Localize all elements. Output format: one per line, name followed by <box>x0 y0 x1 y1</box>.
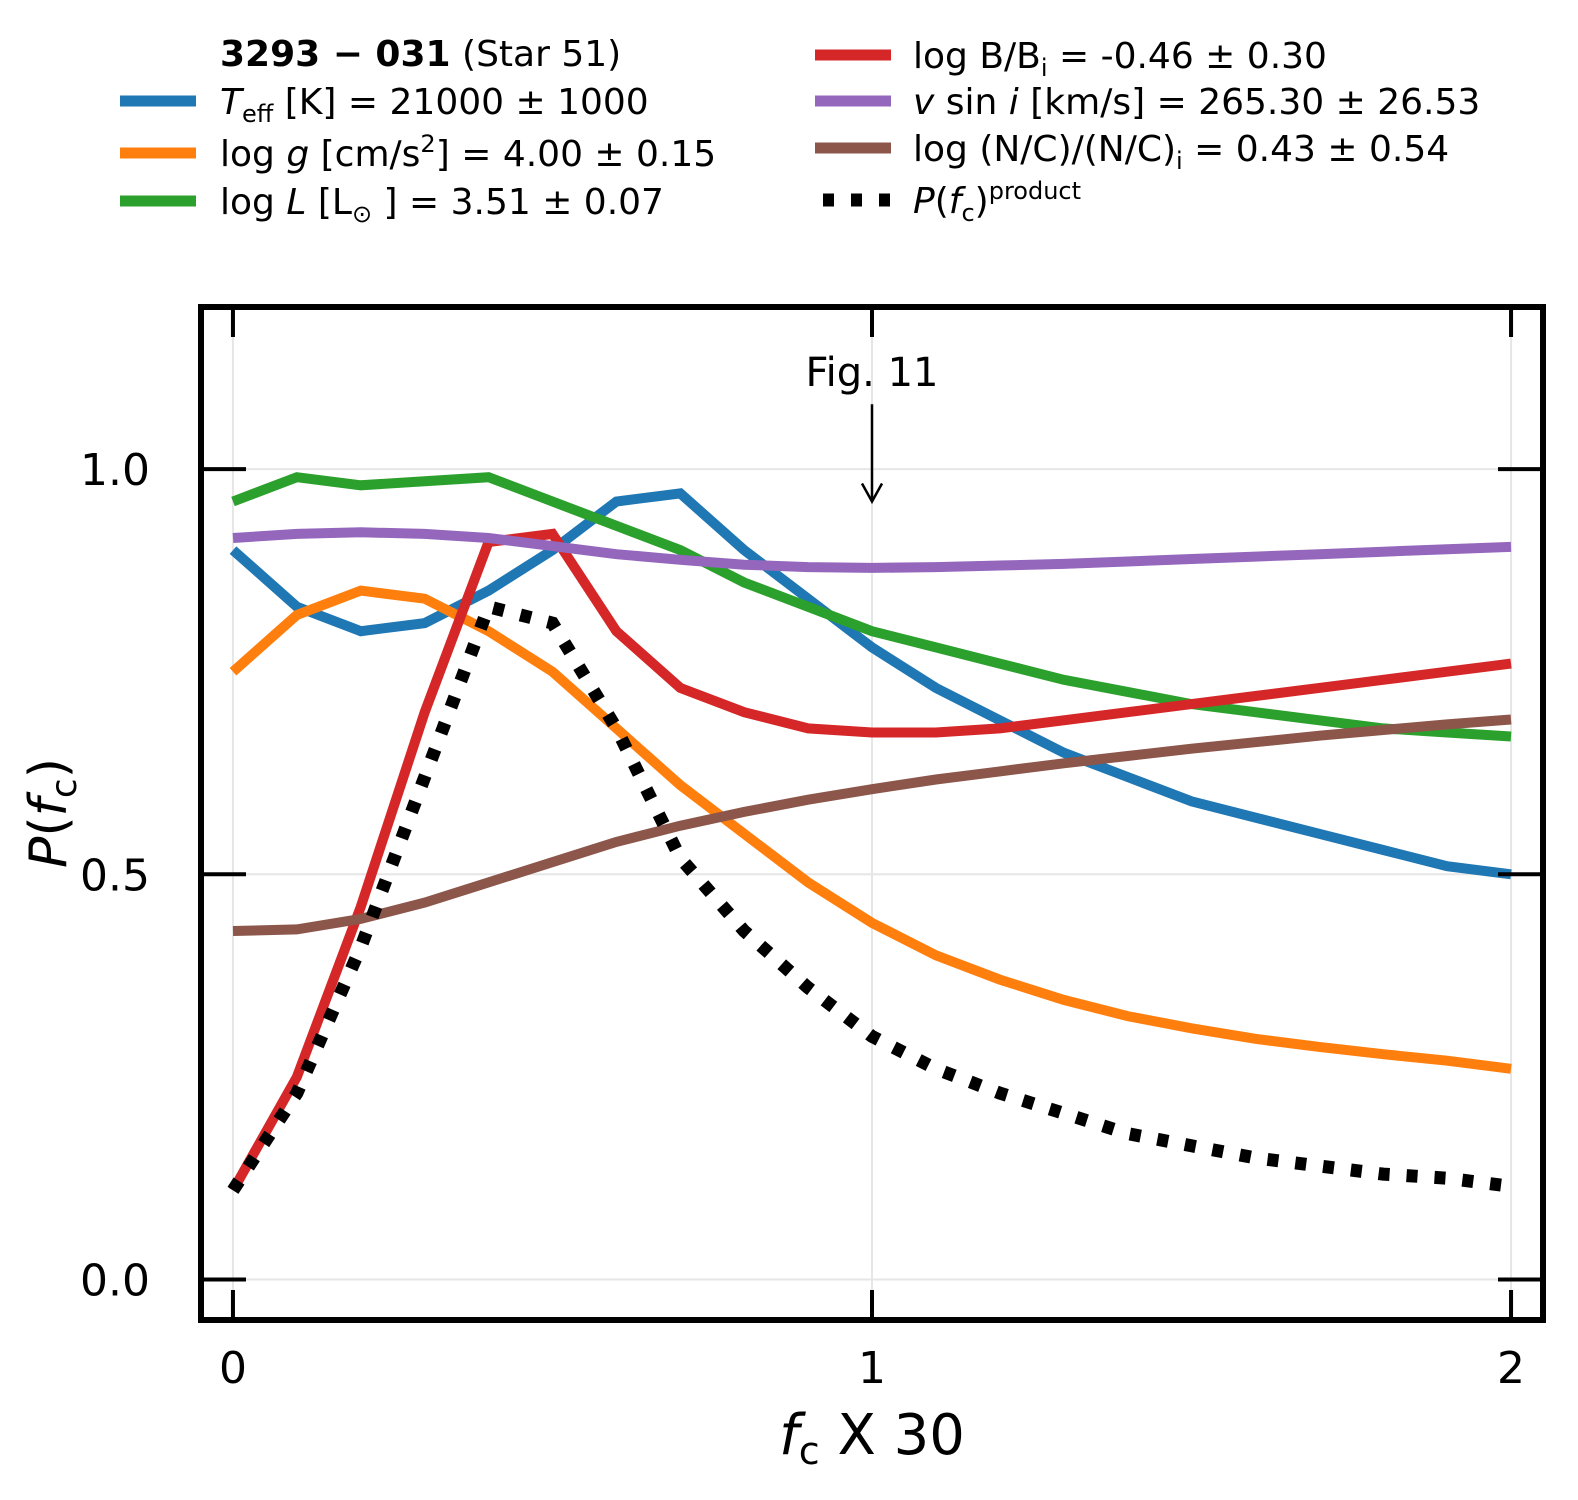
series-line-prod <box>227 599 1512 1194</box>
y-tick-label: 0.5 <box>80 850 150 901</box>
series-line-vsini <box>232 527 1512 573</box>
plot-frame <box>198 304 1546 1323</box>
legend-label-nc: log (N/C)/(N/C)i = 0.43 ± 0.54 <box>913 129 1449 175</box>
x-tick-label: 2 <box>1497 1343 1525 1394</box>
legend-label-teff: Teff [K] = 21000 ± 1000 <box>220 82 649 128</box>
series-line-logb <box>228 528 1512 1193</box>
annotation: Fig. 11 <box>806 350 939 505</box>
series-line-logg <box>229 585 1512 1074</box>
y-axis-label: P(fc) <box>19 758 85 868</box>
x-tick-label: 1 <box>858 1343 886 1394</box>
series-line-nc <box>232 714 1512 936</box>
legend-label-vsini: v sin i [km/s] = 265.30 ± 26.53 <box>913 82 1480 123</box>
series-lines <box>227 472 1512 1194</box>
legend-label-prod: P(fc)product <box>913 177 1081 227</box>
y-tick-label: 1.0 <box>80 445 150 496</box>
ticks: 0 1 2 0.0 0.5 1.0 <box>80 307 1543 1394</box>
legend-label-logl: log L [L⊙ ] = 3.51 ± 0.07 <box>220 182 664 228</box>
legend-label-logg: log g [cm/s2] = 4.00 ± 0.15 <box>220 130 716 175</box>
series-line-logl <box>231 472 1512 742</box>
y-tick-label: 0.0 <box>80 1255 150 1306</box>
x-tick-label: 0 <box>219 1343 247 1394</box>
legend-title: 3293 − 031 (Star 51) <box>220 34 621 75</box>
annotation-text: Fig. 11 <box>806 350 939 396</box>
legend: 3293 − 031 (Star 51) Teff [K] = 21000 ± 1… <box>120 34 1480 228</box>
x-axis-label: fc X 30 <box>779 1403 965 1473</box>
axis-labels: fc X 30 P(fc) <box>19 758 965 1473</box>
legend-label-logb: log B/Bi = -0.46 ± 0.30 <box>913 36 1327 82</box>
annotation-arrowhead <box>860 482 884 505</box>
